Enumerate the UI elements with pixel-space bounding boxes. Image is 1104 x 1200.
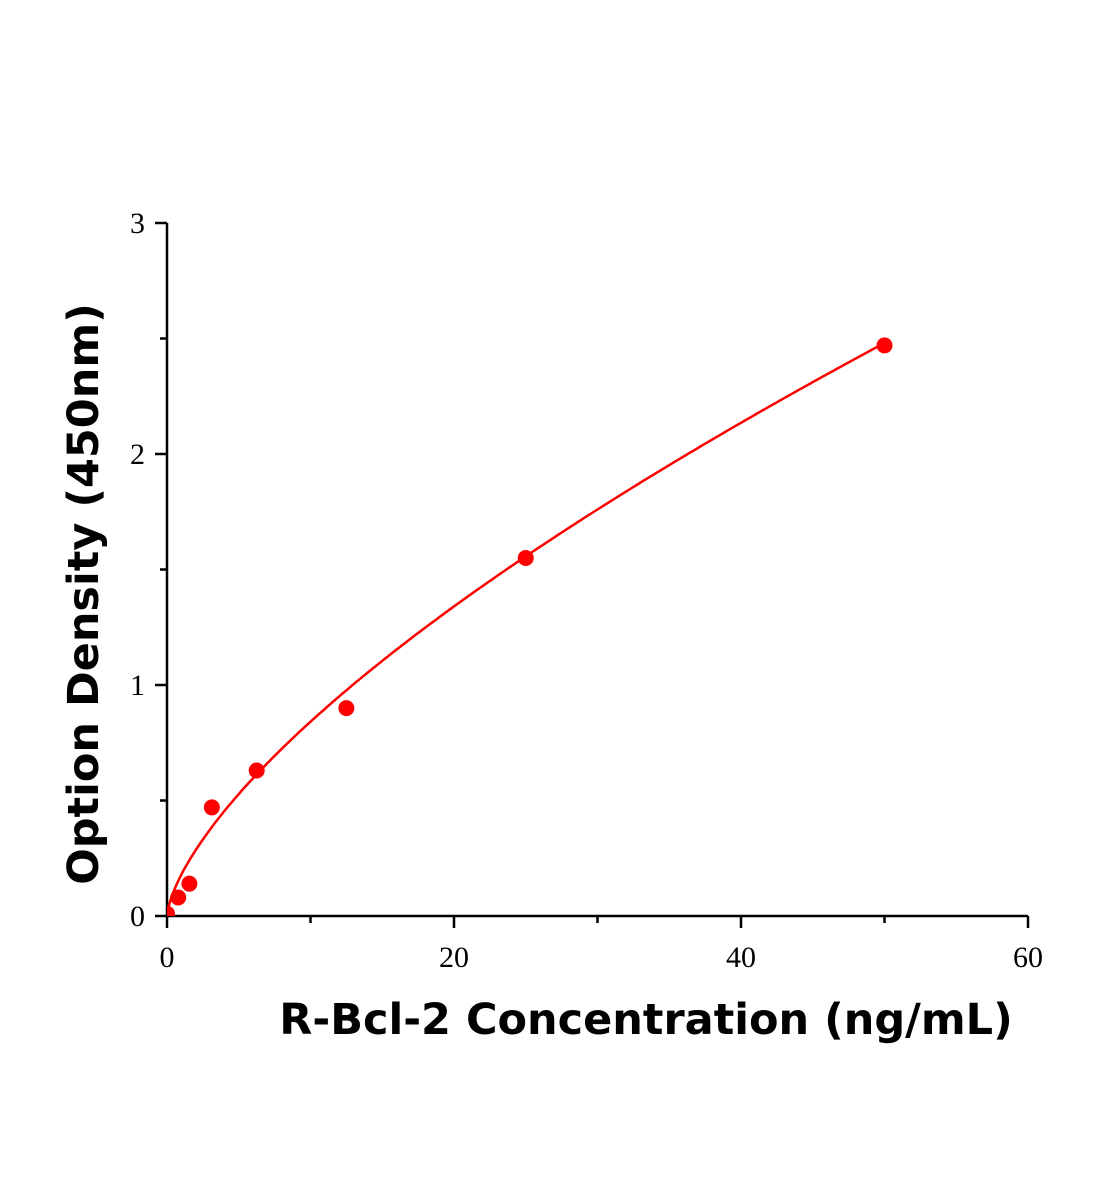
x-tick-label: 40 xyxy=(726,941,756,974)
y-tick-label: 3 xyxy=(130,207,145,240)
data-point xyxy=(203,799,220,816)
data-point xyxy=(181,875,198,892)
y-tick-label: 2 xyxy=(130,438,145,471)
data-point xyxy=(167,905,175,916)
data-point xyxy=(517,549,534,566)
fit-curve-group xyxy=(167,341,886,916)
axes xyxy=(165,223,1028,918)
y-tick-label: 0 xyxy=(130,900,145,933)
y-axis-label: Option Density (450nm) xyxy=(59,303,109,885)
x-tick-label: 0 xyxy=(160,941,175,974)
data-point xyxy=(876,337,893,354)
data-point xyxy=(248,762,265,779)
data-point xyxy=(170,889,187,906)
fit-curve xyxy=(167,341,886,916)
data-points xyxy=(167,337,893,916)
x-tick-label: 20 xyxy=(439,941,469,974)
x-tick-label: 60 xyxy=(1013,941,1043,974)
y-tick-label: 1 xyxy=(130,669,145,702)
x-axis-label: R-Bcl-2 Concentration (ng/mL) xyxy=(279,995,1012,1045)
data-point xyxy=(338,700,355,717)
ticks: 0 20 40 60 0 1 2 3 xyxy=(130,207,1043,974)
